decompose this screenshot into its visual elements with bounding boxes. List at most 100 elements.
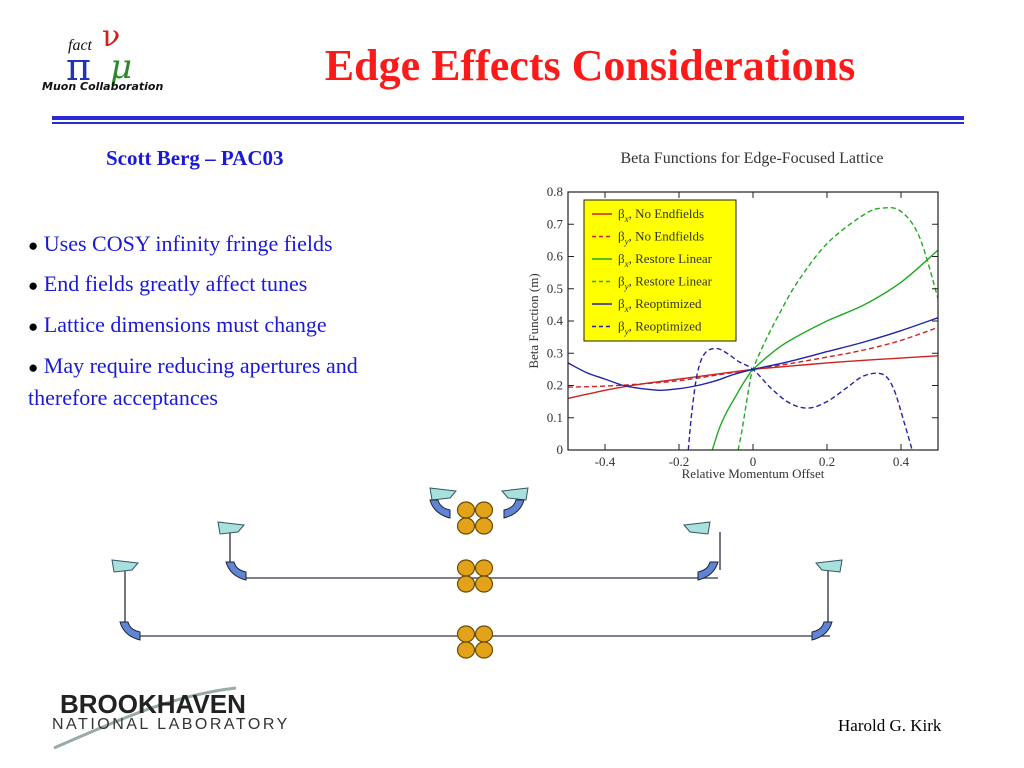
x-tick-label: 0.2 bbox=[819, 454, 835, 469]
bullet-text: End fields greatly affect tunes bbox=[43, 271, 308, 296]
x-tick-label: 0 bbox=[750, 454, 757, 469]
bullet-item: ● End fields greatly affect tunes bbox=[28, 269, 438, 301]
y-axis-label: Beta Function (m) bbox=[526, 273, 541, 368]
bullet-text: Lattice dimensions must change bbox=[43, 312, 327, 337]
bullet-item: ● Lattice dimensions must change bbox=[28, 310, 438, 342]
dipole-magnet bbox=[697, 561, 719, 581]
title-rule-thin bbox=[52, 122, 964, 124]
brookhaven-logo bbox=[53, 686, 237, 750]
y-tick-label: 0.8 bbox=[547, 184, 563, 199]
chart-title: Beta Functions for Edge-Focused Lattice bbox=[620, 150, 883, 167]
series-line-2 bbox=[711, 249, 938, 450]
series-line-0 bbox=[568, 355, 938, 400]
bullet-dot: ● bbox=[28, 236, 39, 255]
quadrupole-magnet bbox=[474, 641, 494, 659]
logo-mu-symbol: μ bbox=[110, 47, 132, 87]
y-tick-label: 0.1 bbox=[547, 410, 563, 425]
bullet-text: May require reducing apertures and there… bbox=[28, 353, 358, 410]
dipole-magnet bbox=[811, 621, 833, 641]
logo-caption: Muon Collaboration bbox=[42, 80, 164, 93]
x-tick-label: -0.2 bbox=[669, 454, 690, 469]
bullet-dot: ● bbox=[28, 276, 39, 295]
quadrupole-magnet bbox=[456, 641, 476, 659]
legend-beta: β bbox=[618, 229, 625, 244]
y-tick-label: 0.7 bbox=[547, 216, 564, 231]
y-tick-label: 0.5 bbox=[547, 281, 563, 296]
flag-marker bbox=[683, 521, 711, 535]
flag-marker bbox=[429, 487, 457, 501]
quadrupole-magnet bbox=[474, 501, 494, 519]
bullet-text: Uses COSY infinity fringe fields bbox=[43, 231, 333, 256]
y-tick-label: 0.3 bbox=[547, 345, 563, 360]
y-tick-label: 0 bbox=[557, 442, 564, 457]
quadrupole-magnet bbox=[456, 501, 476, 519]
dipole-magnet bbox=[429, 499, 451, 519]
quadrupole-magnet bbox=[456, 559, 476, 577]
legend-subscript: x bbox=[624, 304, 629, 314]
legend-beta: β bbox=[618, 296, 625, 311]
title-rule-thick bbox=[52, 116, 964, 120]
quadrupole-magnet bbox=[474, 625, 494, 643]
legend-subscript: y bbox=[624, 237, 629, 247]
legend-label: , No Endfields bbox=[629, 206, 704, 221]
page-title: Edge Effects Considerations bbox=[324, 41, 856, 90]
legend-label: , No Endfields bbox=[629, 229, 704, 244]
logo-nu-symbol: ν bbox=[102, 22, 120, 54]
legend-label: , Reoptimized bbox=[629, 296, 702, 311]
bullet-dot: ● bbox=[28, 358, 39, 377]
legend-beta: β bbox=[618, 319, 625, 334]
author-name: Harold G. Kirk bbox=[838, 716, 942, 735]
bnl-logo-bottom-text: NATIONAL LABORATORY bbox=[52, 716, 290, 733]
legend-label: , Restore Linear bbox=[629, 251, 713, 266]
logo-pi-symbol: π bbox=[66, 45, 91, 89]
x-tick-label: 0.4 bbox=[893, 454, 910, 469]
y-tick-label: 0.4 bbox=[547, 313, 564, 328]
x-axis-label: Relative Momentum Offset bbox=[682, 466, 825, 481]
logo-fact-text: fact bbox=[68, 37, 93, 54]
legend-box bbox=[583, 199, 737, 342]
legend-subscript: x bbox=[624, 259, 629, 269]
quadrupole-magnet bbox=[474, 575, 494, 593]
quadrupole-magnet bbox=[456, 625, 476, 643]
flag-marker bbox=[111, 559, 139, 573]
flag-marker bbox=[501, 487, 529, 501]
y-tick-label: 0.6 bbox=[547, 249, 564, 264]
series-line-3 bbox=[737, 206, 938, 450]
legend-label: , Restore Linear bbox=[629, 274, 713, 289]
legend-subscript: x bbox=[624, 214, 629, 224]
dipole-magnet bbox=[225, 561, 247, 581]
quadrupole-magnet bbox=[474, 517, 494, 535]
series-line-5 bbox=[687, 347, 913, 450]
dipole-magnet bbox=[503, 499, 525, 519]
bnl-swoosh bbox=[53, 686, 237, 750]
quadrupole-magnet bbox=[456, 517, 476, 535]
quadrupole-magnet bbox=[474, 559, 494, 577]
bullet-dot: ● bbox=[28, 317, 39, 336]
legend-entry: βx, Reoptimized bbox=[618, 296, 702, 314]
legend-beta: β bbox=[618, 206, 625, 221]
subtitle: Scott Berg – PAC03 bbox=[106, 146, 284, 170]
dipole-magnet bbox=[119, 621, 141, 641]
x-tick-label: -0.4 bbox=[595, 454, 616, 469]
flag-marker bbox=[217, 521, 245, 535]
bullet-item: ● May require reducing apertures and the… bbox=[28, 351, 428, 413]
legend-beta: β bbox=[618, 251, 625, 266]
flag-marker bbox=[815, 559, 843, 573]
muon-collaboration-logo: fact π ν μ bbox=[66, 22, 132, 89]
legend-beta: β bbox=[618, 274, 625, 289]
bnl-logo-top-text: BROOKHAVEN bbox=[60, 689, 246, 719]
legend-entry: βy, Restore Linear bbox=[618, 274, 713, 292]
legend-label: , Reoptimized bbox=[629, 319, 702, 334]
legend-entry: βx, No Endfields bbox=[618, 206, 704, 224]
y-tick-label: 0.2 bbox=[547, 378, 563, 393]
bullet-item: ● Uses COSY infinity fringe fields bbox=[28, 229, 438, 261]
legend-subscript: y bbox=[624, 327, 629, 337]
legend-subscript: y bbox=[624, 282, 629, 292]
legend-entry: βx, Restore Linear bbox=[618, 251, 713, 269]
series-line-4 bbox=[568, 317, 938, 392]
legend-entry: βy, No Endfields bbox=[618, 229, 704, 247]
beta-function-chart: Beta Functions for Edge-Focused Lattice … bbox=[526, 150, 939, 481]
quadrupole-magnet bbox=[456, 575, 476, 593]
legend-entry: βy, Reoptimized bbox=[618, 319, 702, 337]
